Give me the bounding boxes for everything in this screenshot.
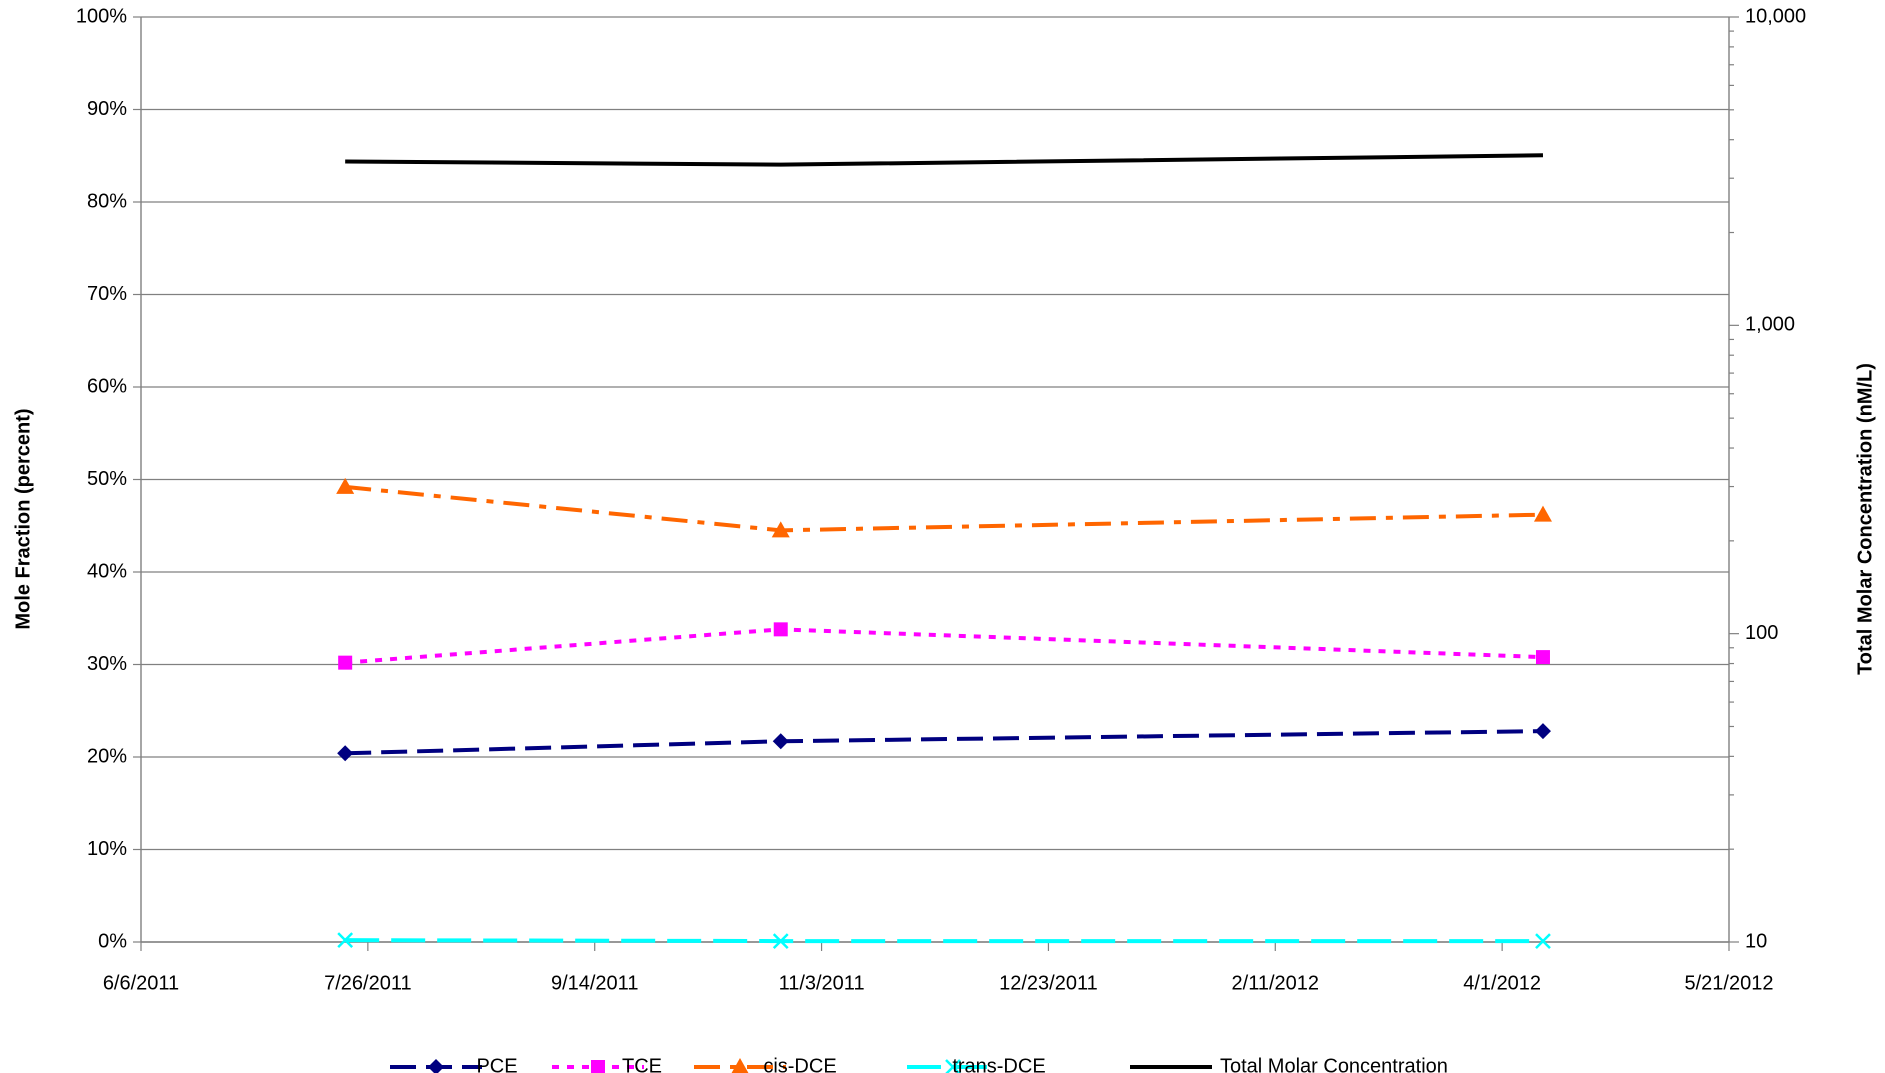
x-tick-label: 7/26/2011 xyxy=(324,972,412,994)
y2-tick-label: 100 xyxy=(1745,622,1778,644)
legend-marker xyxy=(731,1058,749,1073)
data-point xyxy=(1534,723,1551,740)
legend-label: PCE xyxy=(476,1055,517,1073)
y-tick-label: 90% xyxy=(87,98,127,120)
data-point xyxy=(1533,505,1552,522)
data-point xyxy=(772,933,789,949)
x-tick-label: 2/11/2012 xyxy=(1232,972,1320,994)
y-tick-label: 80% xyxy=(87,190,127,212)
data-point xyxy=(338,655,353,670)
x-tick-label: 4/1/2012 xyxy=(1463,972,1541,994)
y-tick-label: 100% xyxy=(76,5,127,27)
data-point xyxy=(772,733,789,750)
data-point xyxy=(771,521,790,538)
y-tick-label: 60% xyxy=(87,375,127,397)
x-tick-label: 9/14/2011 xyxy=(551,972,639,994)
x-tick-label: 6/6/2011 xyxy=(103,972,179,994)
series-line xyxy=(345,729,1544,756)
data-point xyxy=(337,745,354,762)
y-axis-title: Mole Fraction (percent) xyxy=(12,408,34,629)
data-point xyxy=(1535,650,1550,665)
series-line xyxy=(345,153,1544,167)
y-tick-label: 50% xyxy=(87,468,127,490)
x-tick-label: 5/21/2012 xyxy=(1685,972,1774,994)
y-tick-label: 40% xyxy=(87,560,127,582)
y2-tick-label: 10 xyxy=(1745,930,1767,952)
legend-label: Total Molar Concentration xyxy=(1220,1055,1448,1073)
legend-marker xyxy=(591,1060,605,1073)
series-line xyxy=(344,484,1544,533)
series-line xyxy=(345,627,1544,665)
data-point xyxy=(773,622,788,637)
y2-tick-label: 10,000 xyxy=(1745,5,1806,27)
series-line xyxy=(345,938,1543,944)
x-tick-label: 11/3/2011 xyxy=(779,972,865,994)
legend-marker xyxy=(945,1059,961,1073)
data-point xyxy=(1535,933,1551,949)
data-point xyxy=(336,477,355,494)
y2-axis-title: Total Molar Concentration (nM/L) xyxy=(1854,363,1876,675)
x-tick-label: 12/23/2011 xyxy=(999,972,1098,994)
y2-tick-label: 1,000 xyxy=(1745,314,1795,336)
legend-label: trans-DCE xyxy=(952,1055,1045,1073)
y-tick-label: 20% xyxy=(87,745,127,767)
legend-label: TCE xyxy=(622,1055,662,1073)
legend-label: cis-DCE xyxy=(763,1055,836,1073)
data-point xyxy=(337,932,354,949)
legend-marker xyxy=(428,1059,444,1073)
y-tick-label: 10% xyxy=(87,838,127,860)
y-tick-label: 30% xyxy=(87,653,127,675)
y-tick-label: 70% xyxy=(87,283,127,305)
y-tick-label: 0% xyxy=(98,930,127,952)
